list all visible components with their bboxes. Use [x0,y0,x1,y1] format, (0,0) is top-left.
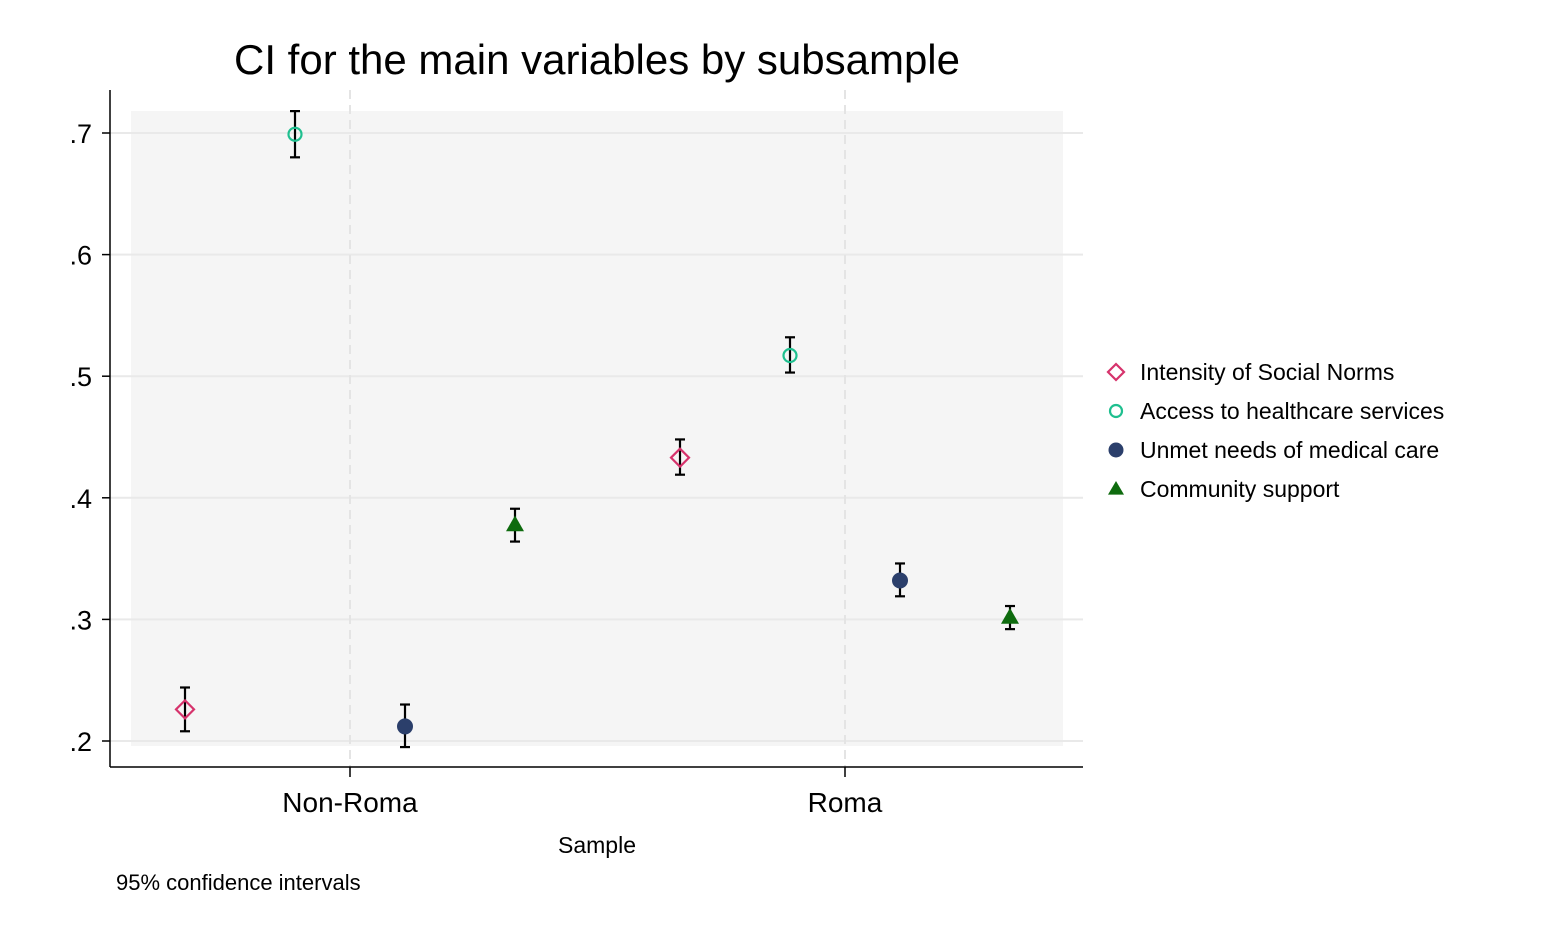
legend-label: Unmet needs of medical care [1140,437,1439,463]
legend: Intensity of Social Norms Access to healt… [1106,359,1444,502]
legend-label: Community support [1140,476,1340,502]
chart-note: 95% confidence intervals [116,870,361,895]
y-tick-label: .7 [69,119,92,149]
x-axis-title: Sample [558,832,636,858]
x-tick-label: Roma [808,787,883,818]
plot-background [131,111,1063,746]
data-point [782,347,798,364]
data-point [397,718,413,735]
chart-title: CI for the main variables by subsample [234,36,960,83]
data-point [1001,607,1019,624]
legend-marker [1108,442,1124,458]
legend-marker [1108,481,1124,495]
x-tick-label: Non-Roma [282,787,418,818]
y-tick-label: .6 [69,241,92,271]
data-point [669,447,691,469]
data-point-group [1001,604,1019,631]
data-point [287,126,303,142]
legend-marker [1108,403,1124,419]
legend-label: Access to healthcare services [1140,398,1444,424]
data-point-group [506,507,524,543]
y-tick-label: .3 [69,605,92,635]
y-tick-label: .5 [69,362,92,392]
data-point-group [174,686,196,733]
legend-marker [1106,362,1126,382]
data-point [174,698,196,720]
data-point-group [782,336,798,374]
data-point [892,572,908,589]
legend-label: Intensity of Social Norms [1140,359,1394,385]
data-point-group [287,110,303,159]
data-point-group [669,438,691,476]
plot-area: .2 .3 .4 .5 .6 .7 Non-Roma Roma [69,90,1083,818]
y-tick-label: .2 [69,727,92,757]
y-tick-label: .4 [69,484,92,514]
data-point [506,515,524,532]
data-point-group [397,703,413,749]
data-point-group [892,562,908,598]
